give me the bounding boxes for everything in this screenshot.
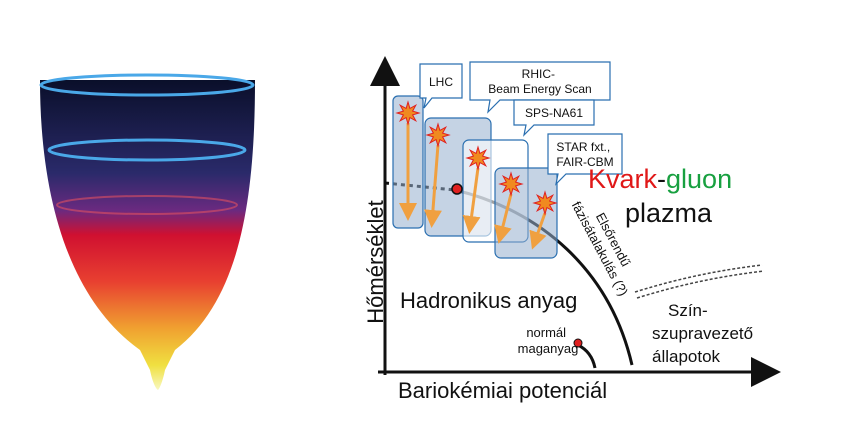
trajectory-arrow xyxy=(462,167,481,234)
trajectory-arrow xyxy=(423,144,442,228)
region-line: szupravezető xyxy=(652,324,753,343)
critical-point xyxy=(451,183,463,195)
trajectory-arrow xyxy=(529,212,547,250)
collision-star xyxy=(532,190,558,216)
experiment-label: LHC xyxy=(429,75,453,89)
region-line: normál xyxy=(526,325,566,340)
experiment-label: STAR fxt., FAIR-CBM xyxy=(556,140,613,169)
qgp-dash: - xyxy=(657,164,666,194)
nuclear-matter-point xyxy=(573,338,583,348)
qgp-label: Kvark-gluon xyxy=(588,164,732,194)
region-line: Szín- xyxy=(668,301,708,320)
experiment-label: RHIC- Beam Energy Scan xyxy=(488,67,591,96)
experiment-label-line: RHIC- xyxy=(522,67,555,81)
universe-illustration xyxy=(39,73,255,390)
nuclear-matter-label: normál maganyag xyxy=(518,325,579,356)
collision-star xyxy=(395,100,421,126)
experiment-label: SPS-NA61 xyxy=(525,106,583,120)
color-superconducting-label: Szín- szupravezető állapotok xyxy=(652,301,758,366)
experiment-label-line: STAR fxt., xyxy=(556,140,610,154)
experiment-label-line: Beam Energy Scan xyxy=(488,82,591,96)
trajectory-arrow xyxy=(494,193,513,244)
collision-star xyxy=(498,171,524,197)
experiment-label-line: FAIR-CBM xyxy=(556,155,613,169)
axes xyxy=(370,56,781,387)
qgp-gluon: gluon xyxy=(666,164,732,194)
collision-star xyxy=(465,145,491,171)
x-axis-label: Bariokémiai potenciál xyxy=(398,378,607,403)
region-line: maganyag xyxy=(518,341,579,356)
region-line: állapotok xyxy=(652,347,721,366)
collision-star xyxy=(425,122,451,148)
experiments xyxy=(392,61,623,259)
y-axis-label: Hőmérséklet xyxy=(363,200,388,323)
hadronic-label: Hadronikus anyag xyxy=(400,288,577,313)
qgp-plazma: plazma xyxy=(625,198,713,228)
qgp-kvark: Kvark xyxy=(588,164,658,194)
